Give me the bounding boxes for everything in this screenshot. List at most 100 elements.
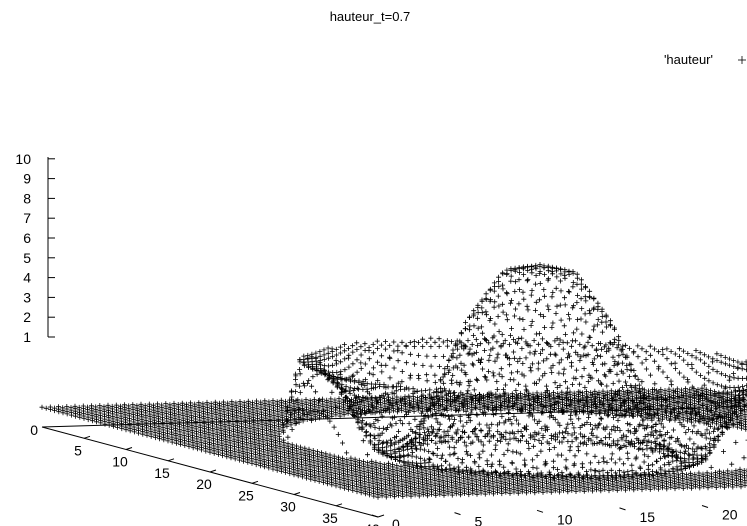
surface-point <box>598 416 604 422</box>
surface-point <box>689 384 695 390</box>
surface-point <box>467 314 473 320</box>
surface-point <box>386 409 392 415</box>
surface-point <box>671 427 676 433</box>
surface-point <box>629 413 635 419</box>
surface-point <box>553 437 558 443</box>
surface-point <box>383 362 389 368</box>
surface-point <box>656 364 662 370</box>
surface-point <box>362 341 368 347</box>
surface-point <box>527 350 533 356</box>
surface-point <box>445 364 451 369</box>
surface-point <box>615 438 621 444</box>
surface-point <box>364 429 369 435</box>
surface-point <box>691 455 697 461</box>
surface-point <box>499 374 505 380</box>
surface-point <box>500 286 506 292</box>
surface-point <box>495 293 501 299</box>
surface-point <box>407 351 413 357</box>
surface-point <box>504 270 510 276</box>
surface-point <box>527 365 533 371</box>
surface-point <box>594 391 600 397</box>
surface-point <box>710 380 716 386</box>
x-tick-label: 30 <box>280 499 296 515</box>
surface-point <box>566 316 572 322</box>
surface-point <box>507 362 513 368</box>
surface-point <box>565 421 571 427</box>
surface-point <box>439 463 445 469</box>
x-tick-label-0: 0 <box>30 422 38 438</box>
surface-point <box>310 374 316 380</box>
surface-point <box>527 402 533 408</box>
surface-point <box>457 352 463 358</box>
surface-point <box>706 430 712 436</box>
surface-point <box>742 414 747 420</box>
surface-point <box>549 324 555 330</box>
surface-point <box>542 325 548 330</box>
surface-point <box>569 421 575 426</box>
surface-point <box>532 417 538 423</box>
surface-point <box>436 343 442 349</box>
surface-point <box>534 465 540 471</box>
surface-point <box>461 397 467 403</box>
surface-point <box>621 469 627 475</box>
surface-point <box>578 281 584 287</box>
surface-point <box>543 407 549 413</box>
surface-point <box>531 399 537 405</box>
surface-point <box>481 404 487 410</box>
surface-point <box>115 424 121 430</box>
surface-point <box>620 360 625 366</box>
surface-point <box>306 378 312 384</box>
surface-point <box>371 433 377 439</box>
surface-point <box>480 366 486 372</box>
surface-point <box>515 359 521 364</box>
surface-point <box>484 422 490 428</box>
surface-point <box>524 303 530 309</box>
surface-point <box>461 362 467 368</box>
surface-point <box>391 348 397 354</box>
surface-point <box>646 462 652 468</box>
surface-point <box>603 319 609 325</box>
surface-point <box>346 352 352 358</box>
surface-point <box>479 356 484 362</box>
surface-point <box>47 406 53 412</box>
surface-point <box>424 340 430 345</box>
surface-point <box>556 360 562 366</box>
surface-point <box>503 382 508 388</box>
surface-point <box>445 428 451 434</box>
surface-point <box>536 377 542 383</box>
surface-point <box>681 444 687 450</box>
surface-point <box>548 408 553 414</box>
surface-point <box>723 411 729 417</box>
surface-point <box>470 333 476 338</box>
surface-point <box>432 372 438 378</box>
surface-point <box>625 456 631 461</box>
surface-point <box>583 298 589 304</box>
surface-point <box>498 366 504 372</box>
surface-point <box>706 370 711 376</box>
surface-point <box>368 432 374 438</box>
surface-point <box>539 336 545 342</box>
surface-point <box>511 400 517 406</box>
surface-point <box>446 416 452 422</box>
surface-point <box>516 336 522 342</box>
surface-point <box>494 379 500 385</box>
surface-point <box>416 352 422 358</box>
surface-point <box>577 440 583 446</box>
surface-point <box>544 383 549 389</box>
surface-point <box>647 408 653 414</box>
surface-point <box>691 423 697 429</box>
surface-point <box>520 361 526 366</box>
surface-point <box>515 421 521 427</box>
surface-point <box>399 339 405 345</box>
surface-point <box>342 356 348 362</box>
surface-point <box>676 346 682 352</box>
surface-point <box>544 356 550 362</box>
surface-point <box>545 268 551 274</box>
surface-point <box>685 351 691 356</box>
surface-point <box>664 415 670 421</box>
surface-point <box>687 452 693 458</box>
surface-point <box>325 415 331 421</box>
surface-point <box>403 409 409 415</box>
surface-point <box>379 369 385 375</box>
surface-point <box>519 346 525 352</box>
